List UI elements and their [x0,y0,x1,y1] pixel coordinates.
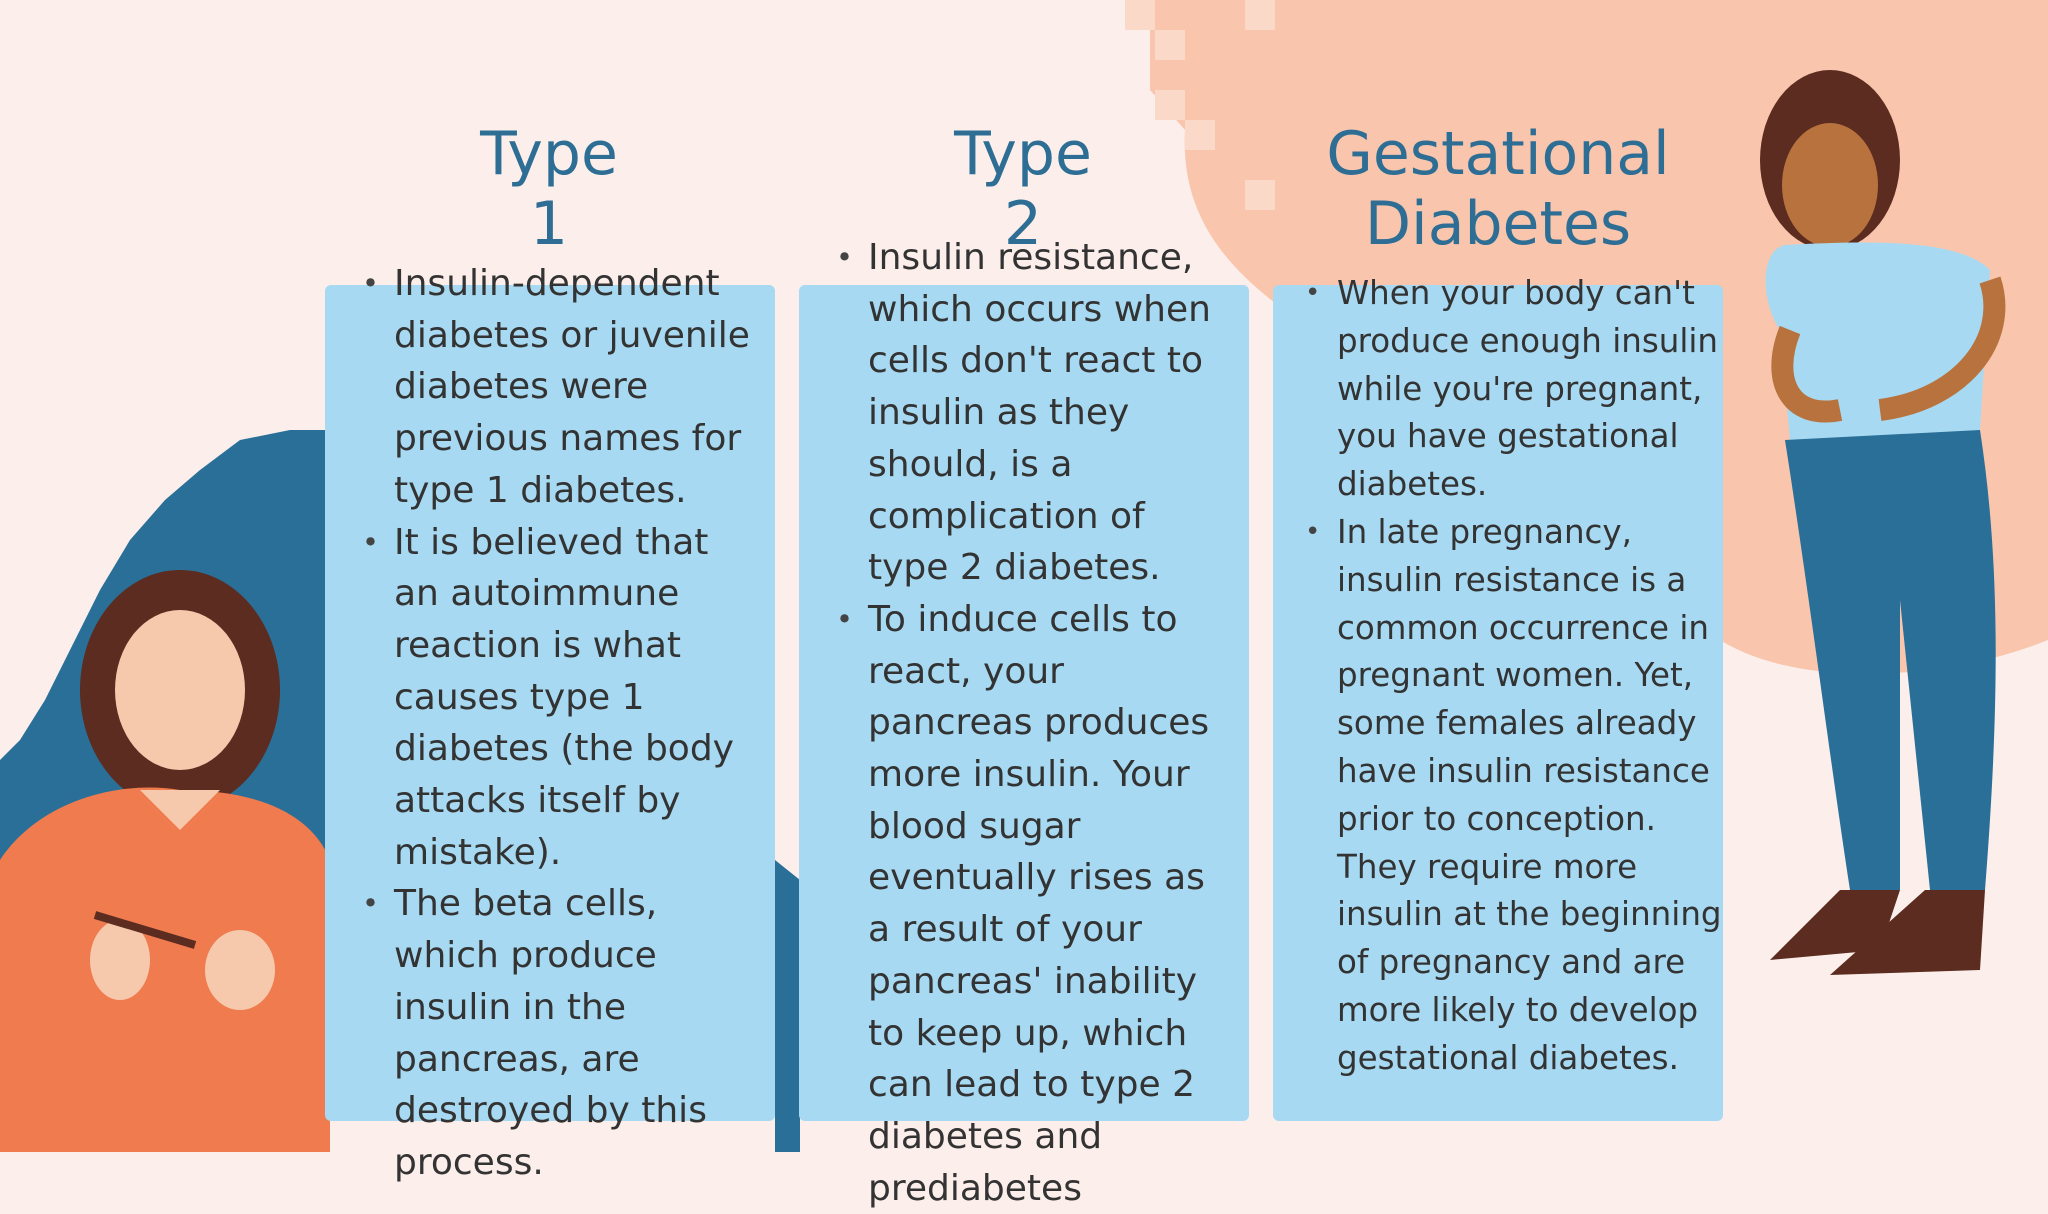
woman-left [0,570,330,1152]
column-title: Gestational Diabetes [1248,119,1748,259]
bullet: It is believed that an autoimmune reacti… [362,517,754,879]
pixel-edge [1125,0,1275,210]
bullet: The beta cells, which produce insulin in… [362,878,754,1188]
bullet: When your body can't produce enough insu… [1305,270,1722,509]
column-title: Type 2 [773,119,1273,259]
title-line: Gestational [1326,119,1670,189]
bullet-list: When your body can't produce enough insu… [1303,270,1722,1083]
column-title: Type 1 [299,119,799,259]
slide: Type 1 Type 2 Gestational Diabetes Insul… [0,0,2048,1152]
bullet: To induce cells to react, your pancreas … [836,594,1228,1214]
woman-right [1760,70,2006,975]
title-line: Type [954,119,1092,189]
title-line: 1 [529,189,569,259]
bullet: In late pregnancy, insulin resistance is… [1305,509,1722,1083]
title-line: Diabetes [1364,189,1632,259]
blue-shape [775,860,800,1152]
title-line: Type [480,119,618,189]
bullet-list: Insulin-dependent diabetes or juvenile d… [360,258,754,1189]
background-art [0,0,2048,1152]
bullet: Insulin resistance, which occurs when ce… [836,232,1228,594]
bullet: Insulin-dependent diabetes or juvenile d… [362,258,754,517]
bullet-list: Insulin resistance, which occurs when ce… [834,232,1228,1214]
